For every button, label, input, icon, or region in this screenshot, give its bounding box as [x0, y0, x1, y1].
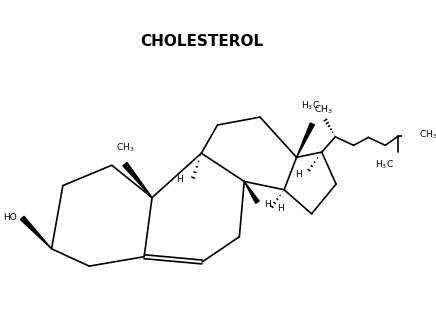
Text: CHOLESTEROL: CHOLESTEROL — [140, 34, 264, 49]
Text: CH$_3$: CH$_3$ — [314, 104, 333, 116]
Polygon shape — [244, 181, 259, 203]
Polygon shape — [123, 163, 152, 198]
Polygon shape — [20, 216, 51, 249]
Text: H: H — [277, 204, 284, 213]
Text: CH$_3$: CH$_3$ — [419, 128, 436, 141]
Text: H: H — [176, 175, 183, 184]
Text: H: H — [295, 170, 302, 179]
Text: H$_3$C: H$_3$C — [301, 99, 320, 112]
Text: CH$_3$: CH$_3$ — [116, 141, 134, 154]
Text: H$_3$C: H$_3$C — [375, 159, 394, 171]
Text: H: H — [264, 200, 271, 209]
Polygon shape — [296, 123, 314, 157]
Text: HO: HO — [3, 213, 17, 222]
